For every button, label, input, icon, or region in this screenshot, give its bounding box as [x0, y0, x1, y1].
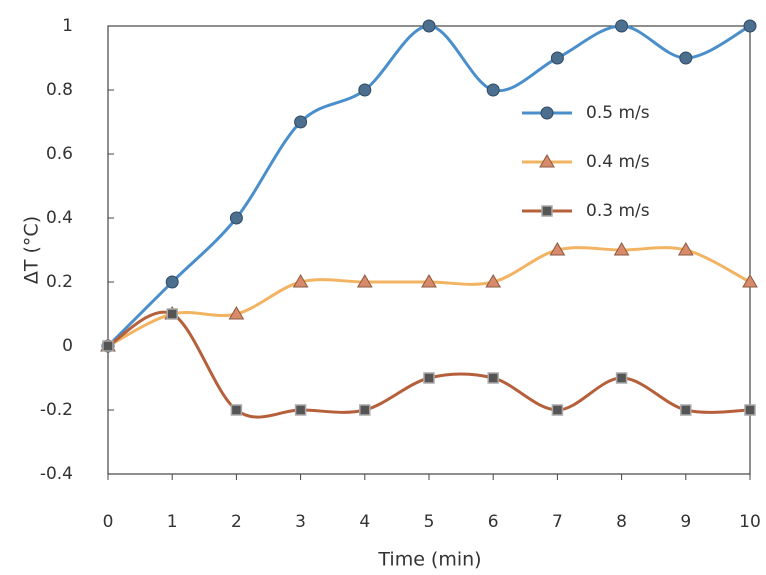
x-tick-label: 8	[616, 512, 627, 532]
data-point	[294, 404, 307, 416]
data-point	[487, 372, 499, 384]
data-point	[292, 274, 309, 288]
data-point	[743, 19, 757, 33]
legend-marker	[539, 154, 555, 168]
data-point	[677, 242, 694, 256]
legend-label: 0.3 m/s	[586, 201, 650, 221]
data-point	[613, 242, 630, 256]
data-point	[679, 51, 693, 65]
x-tick-label: 0	[103, 512, 114, 532]
y-tick-label: 0.2	[46, 272, 73, 292]
legend-marker	[540, 106, 554, 120]
data-point	[549, 242, 566, 256]
data-point	[294, 115, 308, 129]
data-point	[551, 404, 564, 416]
data-point	[615, 19, 629, 33]
y-tick-label: 0	[62, 336, 73, 356]
data-point	[102, 340, 114, 352]
x-tick-label: 7	[552, 512, 563, 532]
data-point	[423, 372, 435, 384]
legend-marker	[541, 205, 553, 217]
y-tick-label: 0.6	[46, 144, 73, 164]
data-point	[680, 404, 692, 416]
y-tick-label: -0.2	[40, 400, 73, 420]
x-tick-label: 2	[231, 512, 242, 532]
data-point	[615, 372, 628, 384]
x-axis-label: Time (min)	[377, 549, 481, 571]
data-point	[550, 51, 564, 65]
data-point	[421, 274, 437, 288]
y-tick-label: 0.4	[46, 208, 73, 228]
data-point	[229, 211, 243, 225]
x-tick-label: 5	[424, 512, 435, 532]
data-point	[166, 308, 178, 320]
x-tick-label: 3	[295, 512, 306, 532]
data-point	[359, 404, 371, 416]
y-tick-label: 0.8	[46, 80, 73, 100]
y-tick-label: 1	[62, 16, 73, 36]
data-point	[356, 274, 373, 288]
data-point	[422, 19, 436, 33]
data-point	[742, 274, 758, 288]
x-tick-label: 4	[359, 512, 370, 532]
y-tick-label: -0.4	[40, 464, 73, 484]
x-tick-label: 6	[488, 512, 499, 532]
data-point	[358, 83, 372, 97]
data-point	[230, 404, 243, 416]
y-axis-label: ΔT (°C)	[21, 216, 43, 284]
series-line	[107, 310, 751, 419]
x-tick-label: 1	[167, 512, 178, 532]
data-point	[744, 404, 756, 416]
data-point	[485, 274, 502, 288]
series-line	[106, 24, 751, 348]
series-line	[107, 246, 751, 348]
data-point	[228, 306, 245, 320]
legend-label: 0.5 m/s	[586, 103, 650, 123]
x-tick-label: 10	[739, 512, 761, 532]
data-point	[165, 275, 179, 289]
data-point	[486, 83, 500, 97]
x-tick-label: 9	[680, 512, 691, 532]
legend-label: 0.4 m/s	[586, 152, 650, 172]
